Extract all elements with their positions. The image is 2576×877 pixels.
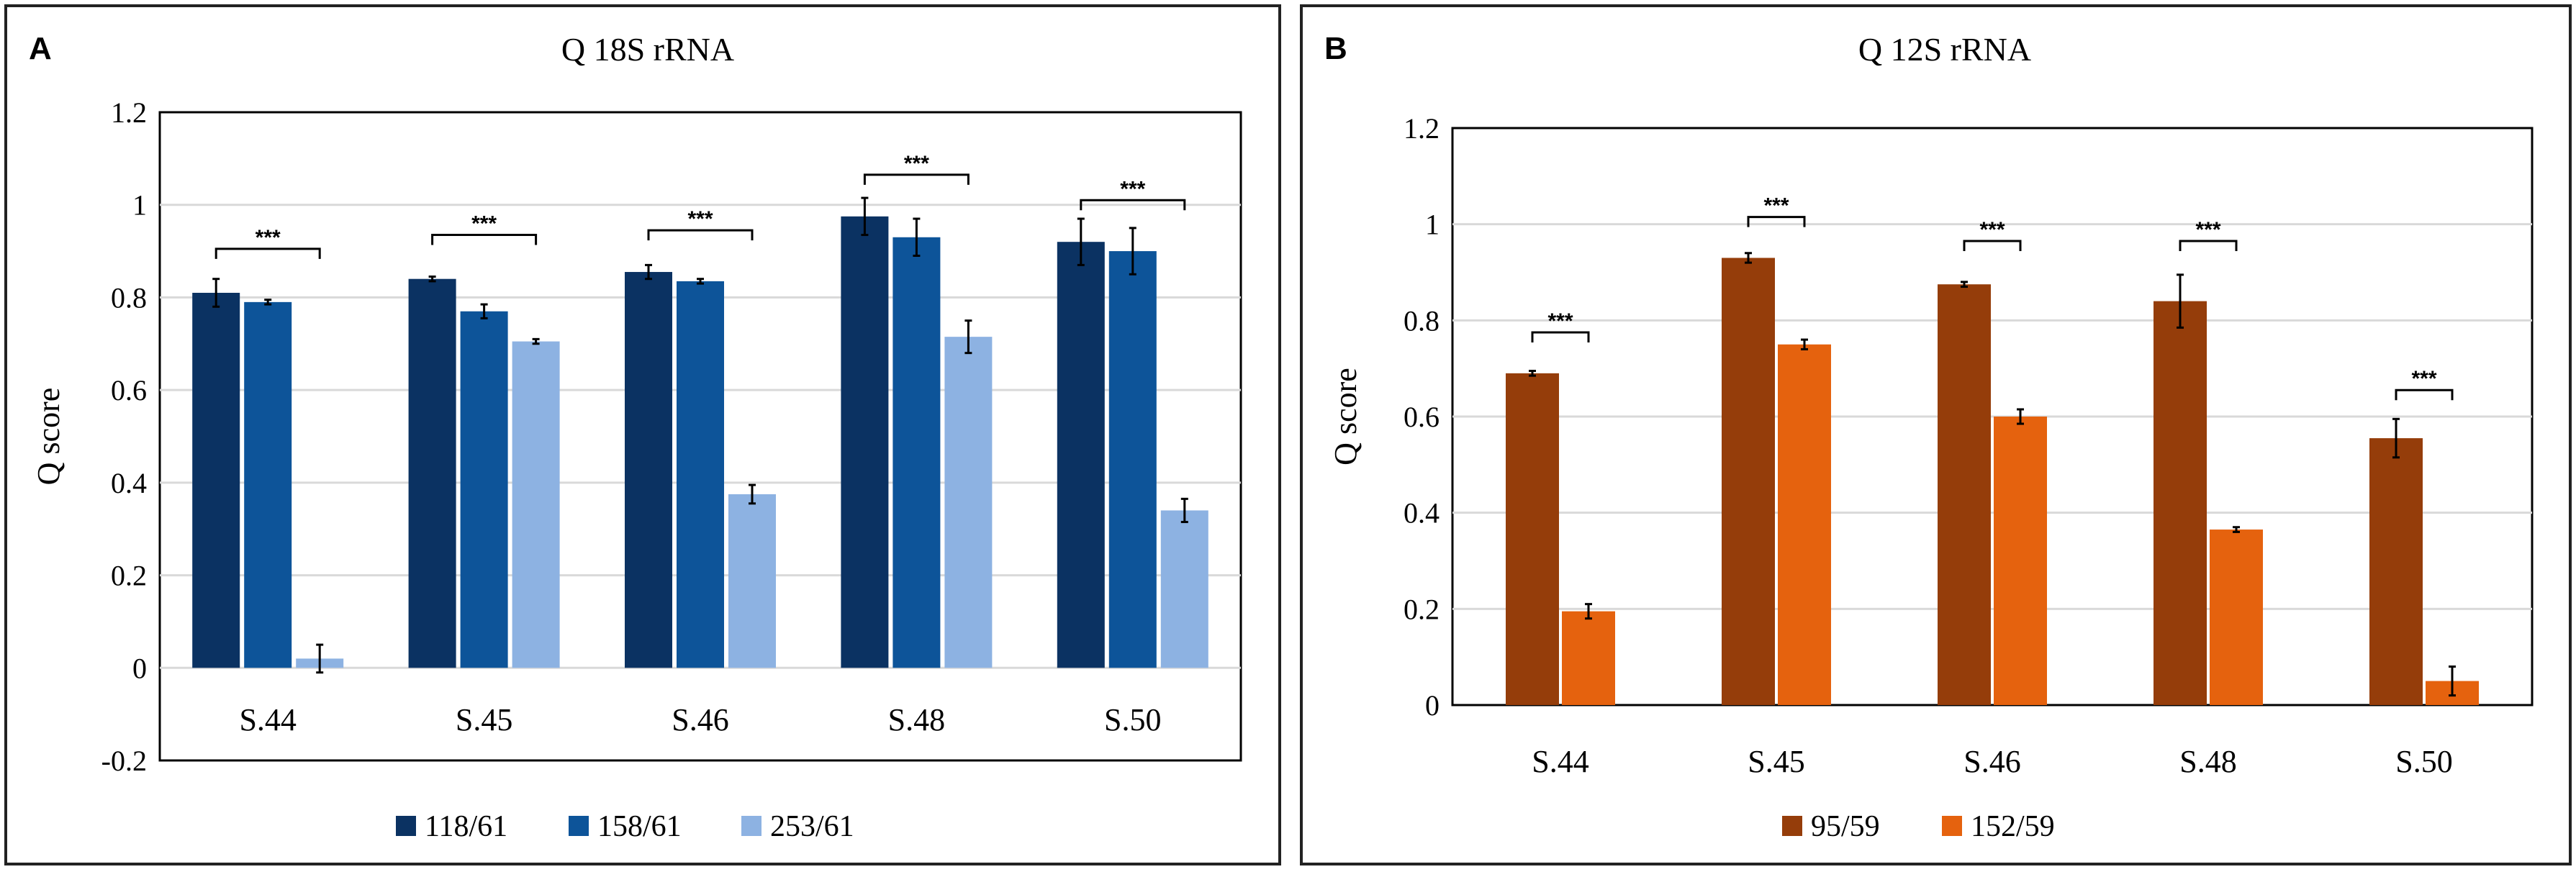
bar-118-61-S46 (625, 272, 672, 668)
legend-swatch (1942, 816, 1962, 836)
plot-frame (158, 111, 1242, 762)
bar-158-61-S50 (1108, 251, 1157, 668)
significance-label: *** (1763, 194, 1789, 218)
bar-253-61-S48 (944, 337, 993, 668)
bar-158-61-S45 (460, 311, 508, 668)
x-category-label: S.46 (1963, 744, 2020, 779)
x-category-label: S.45 (456, 702, 512, 737)
bar-152-59-S46 (1994, 417, 2047, 705)
panel-a: A Q 18S rRNA -0.2 0 0.2 0.4 0.6 0.8 1 1.2 Q score *… (4, 4, 1281, 865)
y-tick-label: 1.2 (111, 96, 147, 129)
significance-bracket (1747, 216, 1806, 227)
x-category-label: S.50 (1104, 702, 1161, 737)
legend-label: 95/59 (1811, 810, 1880, 843)
bar-152-59-S44 (1562, 611, 1615, 705)
bar-118-61-S45 (408, 278, 456, 668)
significance-label: *** (2411, 367, 2436, 391)
bar-95-59-S48 (2154, 301, 2207, 706)
y-tick-label: 0 (1425, 689, 1440, 722)
bar-152-59-S48 (2210, 530, 2263, 705)
bar-158-61-S46 (677, 281, 724, 668)
x-category-label: S.48 (2179, 744, 2236, 779)
bar-95-59-S44 (1506, 373, 1559, 705)
significance-label: *** (471, 212, 497, 236)
chart-title: Q 18S rRNA (561, 31, 734, 68)
legend-swatch (741, 816, 761, 836)
significance-label: *** (687, 207, 713, 231)
legend-label: 158/61 (597, 810, 682, 843)
x-category-label: S.48 (888, 702, 945, 737)
y-tick-label: 0.2 (1404, 593, 1440, 625)
significance-bracket (647, 229, 754, 241)
significance-bracket (214, 247, 321, 259)
significance-label: *** (1547, 309, 1573, 333)
y-tick-label: -0.2 (101, 745, 147, 777)
legend-label: 152/59 (1971, 810, 2055, 843)
y-tick-label: 0.6 (1404, 401, 1440, 433)
y-tick-label: 0 (132, 652, 147, 684)
y-axis-label: Q score (1328, 368, 1363, 465)
bar-152-59-S45 (1778, 344, 1831, 705)
bar-253-61-S45 (512, 341, 560, 668)
y-tick-label: 0.4 (1404, 497, 1440, 530)
legend-swatch (1782, 816, 1802, 836)
bar-158-61-S44 (244, 301, 292, 668)
significance-bracket (1531, 331, 1590, 343)
significance-label: *** (256, 226, 281, 250)
bar-118-61-S48 (841, 216, 889, 668)
bar-118-61-S50 (1057, 242, 1105, 668)
y-axis-label: Q score (31, 388, 66, 486)
x-category-label: S.45 (1748, 744, 1804, 779)
significance-bracket (1963, 240, 2022, 252)
x-category-label: S.50 (2395, 744, 2452, 779)
significance-bracket (1080, 199, 1186, 211)
y-tick-label: 1 (132, 189, 147, 222)
panel-b: B Q 12S rRNA 0 0.2 0.4 0.6 0.8 1 1.2 Q score *** S.… (1300, 4, 2572, 865)
y-tick-label: 0.4 (111, 467, 147, 499)
bar-95-59-S46 (1938, 284, 1991, 705)
panel-letter: A (29, 31, 52, 66)
chart-12s-svg: B Q 12S rRNA 0 0.2 0.4 0.6 0.8 1 1.2 Q score *** S.… (1324, 31, 2534, 843)
x-category-label: S.44 (1532, 744, 1588, 779)
panel-letter: B (1324, 31, 1347, 66)
x-category-label: S.44 (239, 702, 296, 737)
significance-bracket (863, 173, 970, 185)
significance-label: *** (1979, 218, 2005, 242)
significance-label: *** (904, 152, 929, 176)
y-tick-label: 0.8 (111, 281, 147, 314)
significance-bracket (2179, 240, 2238, 252)
significance-label: *** (1120, 177, 1145, 201)
y-tick-label: 0.2 (111, 560, 147, 592)
bar-95-59-S50 (2369, 438, 2423, 705)
y-tick-label: 0.6 (111, 374, 147, 406)
bar-253-61-S50 (1160, 510, 1208, 668)
significance-label: *** (2195, 218, 2220, 242)
y-tick-label: 1.2 (1404, 112, 1440, 145)
significance-bracket (2395, 388, 2454, 401)
legend-swatch (569, 816, 589, 836)
y-tick-label: 1 (1425, 209, 1440, 241)
legend-swatch (396, 816, 416, 836)
significance-bracket (431, 234, 538, 245)
legend-label: 253/61 (770, 810, 854, 843)
chart-18s-svg: A Q 18S rRNA -0.2 0 0.2 0.4 0.6 0.8 1 1.2 Q score *… (29, 31, 1242, 843)
bar-95-59-S45 (1722, 258, 1775, 705)
chart-title: Q 12S rRNA (1858, 31, 2031, 68)
bar-158-61-S48 (892, 237, 941, 668)
x-category-label: S.46 (672, 702, 728, 737)
y-tick-label: 0.8 (1404, 304, 1440, 337)
bar-253-61-S46 (728, 494, 776, 668)
bar-118-61-S44 (192, 292, 240, 668)
legend-label: 118/61 (425, 810, 507, 843)
